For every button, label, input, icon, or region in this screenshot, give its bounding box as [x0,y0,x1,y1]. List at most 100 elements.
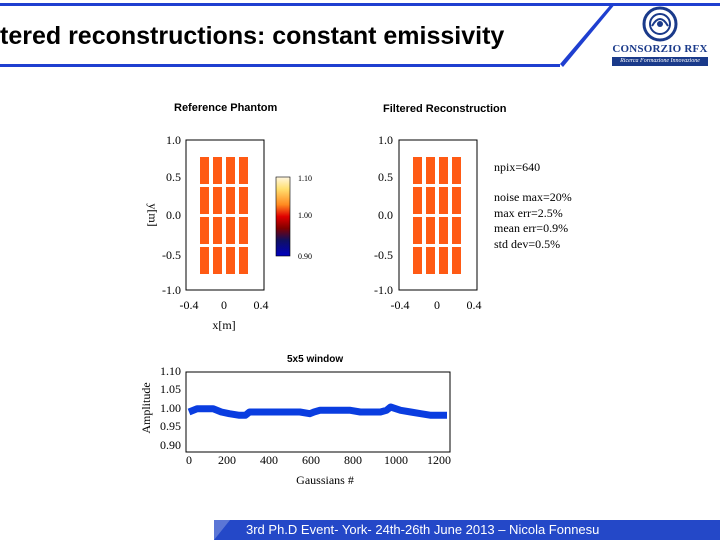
emissivity-bar [413,187,422,214]
emissivity-bar [452,187,461,214]
x-tick-label: 400 [260,453,278,467]
x-axis-label: x[m] [212,318,235,332]
emissivity-bar [426,217,435,244]
x-tick-label: 800 [344,453,362,467]
header-diagonal [560,3,616,67]
x-tick-label: 0.4 [467,298,482,312]
x-tick-label: 1000 [384,453,408,467]
emissivity-bar [426,247,435,274]
consorzio-rfx-logo: CONSORZIO RFX Ricerca Formazione Innovaz… [608,4,712,68]
logo-name: CONSORZIO RFX [612,43,708,55]
emissivity-bar [413,217,422,244]
x-tick-label: 0 [221,298,227,312]
emissivity-bar [239,157,248,184]
logo-emblem-icon [642,6,678,42]
annotation-max-err: max err=2.5% [494,206,563,220]
emissivity-bar [200,157,209,184]
y-ticks: 1.10 1.05 1.00 0.95 0.90 [160,364,181,452]
x-axis-label: Gaussians # [296,473,354,487]
x-tick-label: 600 [302,453,320,467]
header-bottom-rule [0,64,560,67]
header-decoration [0,3,720,67]
y-tick-label: -1.0 [374,283,393,297]
y-tick-label: 1.05 [160,382,181,396]
emissivity-bar [239,187,248,214]
emissivity-bar [452,247,461,274]
header-top-rule [0,3,585,6]
filtered-reconstruction-chart: Filtered Reconstruction 1.0 0.5 0.0 -0.5… [374,103,572,312]
y-tick-label: 1.0 [378,133,393,147]
y-tick-label: 0.90 [160,438,181,452]
y-axis-label: y[m] [146,203,160,226]
x-tick-label: -0.4 [391,298,410,312]
emissivity-bar [200,247,209,274]
y-tick-label: 0.0 [378,208,393,222]
colorbar [275,176,291,257]
emissivity-bar [413,247,422,274]
amplitude-line-chart: 5x5 window 1.10 1.05 1.00 0.95 0.90 0 20… [139,354,451,487]
emissivity-bar [213,217,222,244]
slide-title: tered reconstructions: constant emissivi… [0,22,505,50]
emissivity-bar [426,157,435,184]
emissivity-bar [226,247,235,274]
header-top-rule-right [585,3,720,6]
y-tick-label: 1.0 [166,133,181,147]
y-tick-label: -0.5 [374,248,393,262]
x-tick-label: 0 [434,298,440,312]
colorbar-tick-label: 1.00 [298,211,312,220]
logo-tagline: Ricerca Formazione Innovazione [612,57,708,66]
emissivity-bar [439,187,448,214]
annotation-std-dev: std dev=0.5% [494,237,560,251]
chart-title: Reference Phantom [174,102,278,114]
footer-band [214,520,720,540]
annotation-mean-err: mean err=0.9% [494,221,568,235]
chart-title: 5x5 window [287,354,343,365]
emissivity-bar [200,187,209,214]
colorbar-tick-label: 0.90 [298,252,312,261]
y-axis-label: Amplitude [139,382,153,433]
emissivity-bar [226,157,235,184]
plot-frame [398,139,478,291]
y-tick-label: -1.0 [162,283,181,297]
x-ticks: 0 200 400 600 800 1000 1200 [186,453,451,467]
emissivity-bar [226,187,235,214]
plot-frame [185,139,265,291]
emissivity-bar [452,217,461,244]
emissivity-bar [452,157,461,184]
emissivity-bar [213,157,222,184]
slide-header: tered reconstructions: constant emissivi… [0,0,720,70]
reconstruction-bars [413,157,461,274]
emissivity-bar [200,217,209,244]
emissivity-bar [239,247,248,274]
x-tick-label: 0.4 [254,298,269,312]
reference-phantom-chart: Reference Phantom 1.0 0.5 0.0 -0.5 -1.0 … [146,102,312,332]
footer-text: 3rd Ph.D Event- York- 24th-26th June 201… [246,522,600,537]
y-tick-label: 0.5 [166,170,181,184]
y-tick-label: 0.5 [378,170,393,184]
y-tick-label: 1.00 [160,401,181,415]
x-tick-label: 200 [218,453,236,467]
phantom-bars [200,157,248,274]
annotation-noise-max: noise max=20% [494,190,572,204]
x-tick-label: 1200 [427,453,451,467]
emissivity-bar [239,217,248,244]
x-tick-label: 0 [186,453,192,467]
colorbar-tick-label: 1.10 [298,174,312,183]
emissivity-bar [426,187,435,214]
emissivity-bar [213,187,222,214]
footer-accent [214,520,230,540]
y-tick-label: -0.5 [162,248,181,262]
y-tick-label: 0.0 [166,208,181,222]
amplitude-series-line [187,403,447,419]
y-tick-label: 1.10 [160,364,181,378]
annotation-npix: npix=640 [494,160,540,174]
emissivity-bar [226,217,235,244]
y-tick-label: 0.95 [160,419,181,433]
emissivity-bar [439,247,448,274]
chart-title: Filtered Reconstruction [383,103,507,115]
emissivity-bar [413,157,422,184]
emissivity-bar [213,247,222,274]
emissivity-bar [439,157,448,184]
emissivity-bar [439,217,448,244]
